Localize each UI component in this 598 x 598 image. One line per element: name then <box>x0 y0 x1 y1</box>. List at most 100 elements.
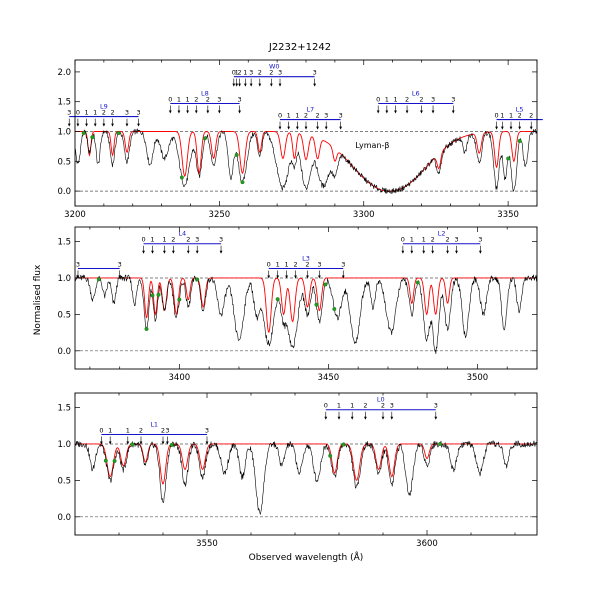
transition-arrow <box>434 416 438 420</box>
transition-arrow <box>509 126 513 130</box>
panel-frame <box>74 59 538 207</box>
j-level-label: 2 <box>102 109 106 117</box>
transition-arrow <box>394 110 397 114</box>
transition-arrow <box>278 83 282 87</box>
fit-point <box>234 153 239 157</box>
j-level-label: 0 <box>232 69 236 77</box>
j-level-label: 1 <box>350 402 354 410</box>
y-axis-label: Normalised flux <box>33 264 43 335</box>
j-level-label: 1 <box>385 96 389 104</box>
j-level-label: 2 <box>405 96 409 104</box>
transition-arrow <box>318 275 321 279</box>
fit-point <box>438 442 443 446</box>
transition-arrow <box>401 250 405 254</box>
transition-arrow <box>385 110 389 114</box>
transition-arrow <box>306 275 309 279</box>
transition-arrow <box>422 250 426 254</box>
band-l6: L60 1 1 2 2 3 3 <box>376 90 455 114</box>
transition-arrow <box>168 110 172 114</box>
band-label: L5 <box>516 106 524 114</box>
x-tick-label: 3450 <box>318 373 340 383</box>
transition-arrow <box>100 441 103 445</box>
j-level-label: 1 <box>93 109 97 117</box>
transition-arrow <box>431 250 435 254</box>
j-level-label: 3 <box>205 427 209 435</box>
flux-line <box>75 128 537 195</box>
fit-point <box>179 175 184 180</box>
transition-arrow <box>376 110 380 114</box>
j-level-label: 0 <box>76 109 80 117</box>
j-level-label: 2 <box>206 96 210 104</box>
x-tick-label: 3500 <box>467 373 489 383</box>
transition-arrow <box>446 250 449 254</box>
band-label: L1 <box>150 421 158 429</box>
band-l9: L93 0 1 1 2 2 3 3 <box>67 103 141 127</box>
j-level-label: 3 <box>219 236 223 244</box>
fit-point <box>96 277 101 282</box>
j-level-label: 1 <box>243 69 247 77</box>
panel-frame <box>74 226 538 370</box>
j-level-label: 0 <box>278 112 282 120</box>
transition-arrow <box>316 126 319 130</box>
transition-arrow <box>276 275 280 279</box>
fit-point <box>314 302 319 307</box>
panel-frame <box>74 392 538 536</box>
j-level-label: 3 <box>390 402 394 410</box>
j-level-label: 1 <box>108 427 112 435</box>
j-level-label: 2 <box>363 402 367 410</box>
transition-arrow <box>161 441 165 445</box>
j-level-label: 1 <box>235 69 239 77</box>
x-tick-label: 3600 <box>416 539 438 549</box>
transition-arrow <box>76 123 80 127</box>
j-level-label: 3 <box>431 96 435 104</box>
transition-arrow <box>151 250 154 254</box>
fit-point <box>177 297 182 302</box>
j-level-label: 2 <box>419 96 423 104</box>
band-label: L8 <box>201 90 209 98</box>
transition-arrow <box>258 83 262 87</box>
transition-arrow <box>166 441 169 445</box>
fit-point <box>275 297 280 302</box>
band-label: L2 <box>438 230 446 238</box>
j-level-label: 1 <box>422 236 426 244</box>
transition-arrow <box>194 110 198 114</box>
transition-arrow <box>381 416 385 420</box>
transition-arrow <box>93 123 97 127</box>
transition-arrow <box>267 275 271 279</box>
fit-point <box>506 156 511 161</box>
band-label: L6 <box>412 90 420 98</box>
transition-arrow <box>285 275 289 279</box>
j-level-label: 3 <box>341 261 345 269</box>
fit-point <box>112 459 117 463</box>
j-level-label: 2 <box>529 112 533 120</box>
panel-3-plot-area <box>75 440 537 518</box>
transition-arrow <box>455 250 458 254</box>
transition-arrow <box>232 83 236 87</box>
band-l4: L40 1 1 2 2 3 3 <box>141 230 223 254</box>
transition-arrow <box>238 110 241 114</box>
y-tick-label: 1.0 <box>57 440 71 450</box>
transition-arrow <box>139 441 143 445</box>
j-level-label: 2 <box>194 96 198 104</box>
transition-arrow <box>163 250 166 254</box>
j-level-label: 2 <box>305 261 309 269</box>
band-label: L4 <box>178 230 186 238</box>
transition-arrow <box>390 416 394 420</box>
transition-arrow <box>205 441 209 445</box>
transition-arrow <box>287 126 291 130</box>
transition-arrow <box>186 250 190 254</box>
j-level-label: 0 <box>495 112 499 120</box>
y-tick-label: 0.0 <box>57 347 71 357</box>
y-tick-label: 0.0 <box>57 513 71 523</box>
fit-point <box>130 442 135 447</box>
j-level-label: 2 <box>186 236 190 244</box>
fit-point <box>202 136 207 141</box>
transition-arrow <box>85 123 88 127</box>
transition-arrow <box>108 441 112 445</box>
j-level-label: 3 <box>317 261 321 269</box>
transition-arrow <box>219 250 223 254</box>
j-level-label: 3 <box>339 112 343 120</box>
y-tick-label: 1.0 <box>57 128 71 138</box>
